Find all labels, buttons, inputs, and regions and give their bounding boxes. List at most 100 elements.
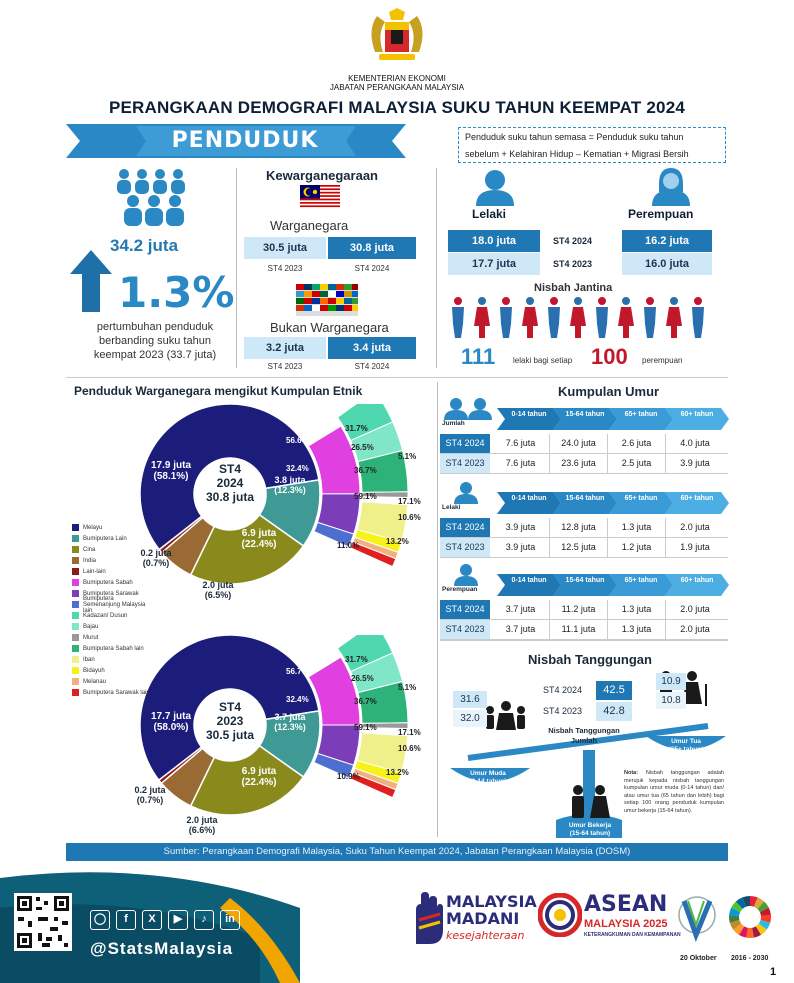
legend-swatch (72, 524, 79, 531)
total-dependency-2024-label: ST4 2024 (543, 685, 583, 695)
value: 2.0 juta (202, 580, 234, 590)
female-2023-value: 16.0 juta (622, 253, 712, 275)
sarawak-lain-segment (349, 541, 397, 568)
page-number: 1 (770, 966, 777, 978)
x-twitter-icon[interactable]: X (142, 910, 162, 930)
age-header-label: 60+ tahun (680, 577, 714, 584)
melayu-value-2024: 17.9 juta (58.1%) (146, 460, 196, 482)
youtube-icon[interactable]: ▶ (168, 910, 188, 930)
pct: (6.5%) (204, 590, 232, 600)
malaysia-coat-of-arms-icon (371, 8, 423, 60)
pct: (22.4%) (241, 777, 277, 788)
age-cell: 12.5 juta (550, 538, 608, 557)
pct: (58.1%) (153, 471, 189, 482)
bidayuh-pct-label: 17.1% (398, 728, 421, 737)
sarawak-lain-segment (349, 772, 397, 799)
asean-emblem-icon (538, 893, 582, 937)
growth-note-line: keempat 2023 (33.7 juta) (93, 349, 217, 361)
instagram-icon[interactable]: ◯ (90, 910, 110, 930)
value: 17.9 juta (150, 460, 192, 471)
divider (436, 168, 437, 368)
total-dependency-2023-label: ST4 2023 (543, 706, 583, 716)
kadazan-pct-label: 31.7% (345, 424, 368, 433)
ministry-name: KEMENTERIAN EKONOMI (348, 74, 446, 83)
legend-swatch (72, 590, 79, 597)
female-figure-icon (618, 297, 634, 338)
age-header-label: 15-64 tahun (565, 411, 605, 418)
age-cell: 2.0 juta (680, 604, 710, 614)
legend-item: Murut (72, 632, 152, 643)
sex-ratio-title: Nisbah Jantina (534, 282, 613, 294)
sex-ratio-male-value: 111 (461, 344, 496, 369)
melayu-slice (140, 635, 320, 782)
legend-item: Bumiputera Sarawak (72, 588, 152, 599)
dependency-title: Nisbah Tanggungan (528, 652, 652, 667)
age-cell: 1.3 juta (608, 600, 666, 619)
legend-item: Bumiputera Semenanjung Malaysia lain (72, 596, 152, 614)
age-cell: 2.6 juta (608, 434, 666, 453)
age-header-bar (497, 492, 729, 514)
female-avatar-icon (652, 168, 690, 206)
age-header-chevron (665, 574, 729, 596)
population-formula: Penduduk suku tahun semasa = Penduduk su… (458, 127, 726, 163)
department-name: JABATAN PERANGKAAN MALAYSIA (329, 83, 465, 92)
legend-item: Bumiputera Sarawak lain (72, 687, 152, 698)
label-line: Umur Muda (470, 770, 506, 777)
old-ratio-2023: 10.8 (656, 692, 686, 709)
sdg-segment (735, 897, 747, 909)
sdg-segment (752, 926, 762, 938)
age-header-label: 0-14 tahun (511, 577, 547, 584)
india-value-2023: 2.0 juta (6.6%) (180, 815, 224, 835)
age-cell: 1.3 juta (608, 518, 666, 537)
growth-note-line: berbanding suku tahun (99, 335, 211, 347)
age-cell: 7.6 juta (492, 434, 550, 453)
age-cell: 1.3 juta (608, 620, 666, 639)
people-group-icon (117, 169, 185, 226)
melanau-pct-label: 10.6% (398, 513, 421, 522)
legend-item: Melayu (72, 522, 152, 533)
center-line: 2024 (216, 476, 244, 490)
value: 3.8 juta (274, 475, 306, 485)
age-header-chevron (609, 574, 673, 596)
legend-swatch (72, 557, 79, 564)
age-header-chevron (497, 574, 561, 596)
logo-line: ASEAN (584, 892, 668, 917)
legend-item: Cina (72, 544, 152, 555)
female-label: Perempuan (628, 207, 694, 221)
noncitizen-2024-value: 3.4 juta (328, 337, 416, 359)
age-cell: 2.0 juta (680, 522, 710, 532)
caption-line: Jumlah (570, 736, 598, 745)
qr-code-icon[interactable] (14, 893, 72, 951)
center-line: ST4 (218, 462, 241, 476)
source-note: Sumber: Perangkaan Demografi Malaysia, S… (66, 843, 728, 861)
legend-swatch (72, 634, 79, 641)
male-figure-icon (644, 297, 656, 338)
facebook-icon[interactable]: f (116, 910, 136, 930)
social-handle[interactable]: @StatsMalaysia (90, 939, 234, 958)
male-avatar-icon (442, 480, 496, 512)
age-row-period: ST4 2024 (440, 600, 490, 619)
lain-value-2023: 0.2 juta (0.7%) (130, 785, 170, 805)
age-cell: 24.0 juta (550, 434, 608, 453)
india-value-2024: 2.0 juta (6.5%) (196, 580, 240, 600)
melayu-slice (140, 404, 320, 551)
legend-label: Bumiputera Sarawak lain (83, 689, 150, 696)
row-divider (440, 557, 728, 558)
cina-value-2024: 6.9 juta (22.4%) (234, 528, 284, 550)
bidayuh-pct-label: 17.1% (398, 497, 421, 506)
legend-swatch (72, 535, 79, 542)
legend-swatch (72, 645, 79, 652)
pct: (0.7%) (142, 558, 170, 568)
male-figure-icon (452, 297, 464, 338)
young-ratio-2023: 32.0 (453, 710, 487, 727)
female-figure-icon (522, 297, 538, 338)
age-row-period: ST4 2023 (440, 454, 490, 473)
row-divider (440, 619, 728, 620)
caption-st4-2023: ST4 2023 (267, 362, 303, 371)
age-cell: 1.9 juta (680, 542, 710, 552)
age-cell: 7.6 juta (492, 454, 550, 473)
sabah-lain-pct-label: 36.7% (354, 466, 377, 475)
linkedin-icon[interactable]: in (220, 910, 240, 930)
value: 3.7 juta (274, 712, 306, 722)
tiktok-icon[interactable]: ♪ (194, 910, 214, 930)
